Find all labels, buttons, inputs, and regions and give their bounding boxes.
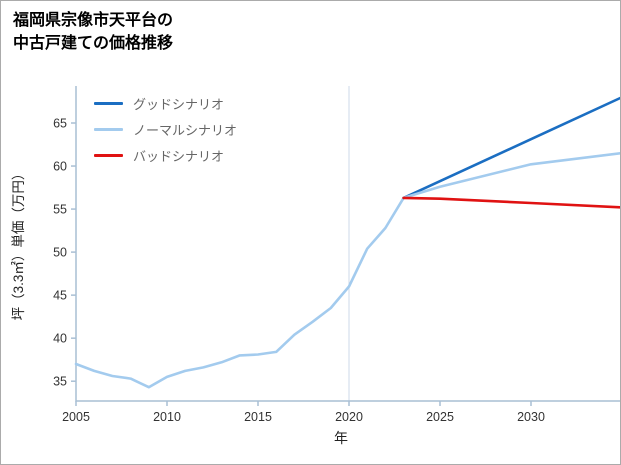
x-tick-label: 2025 <box>426 410 454 424</box>
legend-item: グッドシナリオ <box>94 95 237 112</box>
y-tick-label: 50 <box>53 246 67 260</box>
series-line-good <box>402 96 620 200</box>
x-tick-label: 2020 <box>335 410 363 424</box>
series-line-bad <box>402 196 620 209</box>
legend-swatch <box>94 127 123 131</box>
y-axis-title: 坪（3.3㎡）単価（万円） <box>11 167 26 321</box>
y-tick-label: 55 <box>53 203 67 217</box>
legend-swatch <box>94 153 123 157</box>
chart-title-line2: 中古戸建ての価格推移 <box>13 35 174 53</box>
chart-title: 福岡県宗像市天平台の 中古戸建ての価格推移 <box>13 9 173 55</box>
y-tick-label: 40 <box>53 332 67 346</box>
y-tick-label: 45 <box>53 289 67 303</box>
y-tick-label: 35 <box>53 375 67 389</box>
x-axis-title: 年 <box>334 430 348 446</box>
x-tick-label: 2015 <box>244 410 272 424</box>
x-tick-label: 2030 <box>517 410 545 424</box>
x-tick-label: 2005 <box>62 410 90 424</box>
chart-title-line1: 福岡県宗像市天平台の <box>13 12 174 29</box>
legend-label: バッドシナリオ <box>133 148 225 164</box>
x-tick-label: 2010 <box>153 410 181 424</box>
legend-item: ノーマルシナリオ <box>94 121 238 138</box>
series-line-normal <box>74 196 405 389</box>
legend-label: ノーマルシナリオ <box>133 122 238 138</box>
chart-legend: グッドシナリオ ノーマルシナリオ バッドシナリオ <box>94 95 238 164</box>
y-tick-label: 60 <box>53 160 67 174</box>
y-tick-label: 65 <box>53 117 67 131</box>
legend-label: グッドシナリオ <box>133 96 225 112</box>
legend-swatch <box>94 101 123 105</box>
series-line-normal <box>402 152 620 200</box>
legend-item: バッドシナリオ <box>94 147 237 164</box>
